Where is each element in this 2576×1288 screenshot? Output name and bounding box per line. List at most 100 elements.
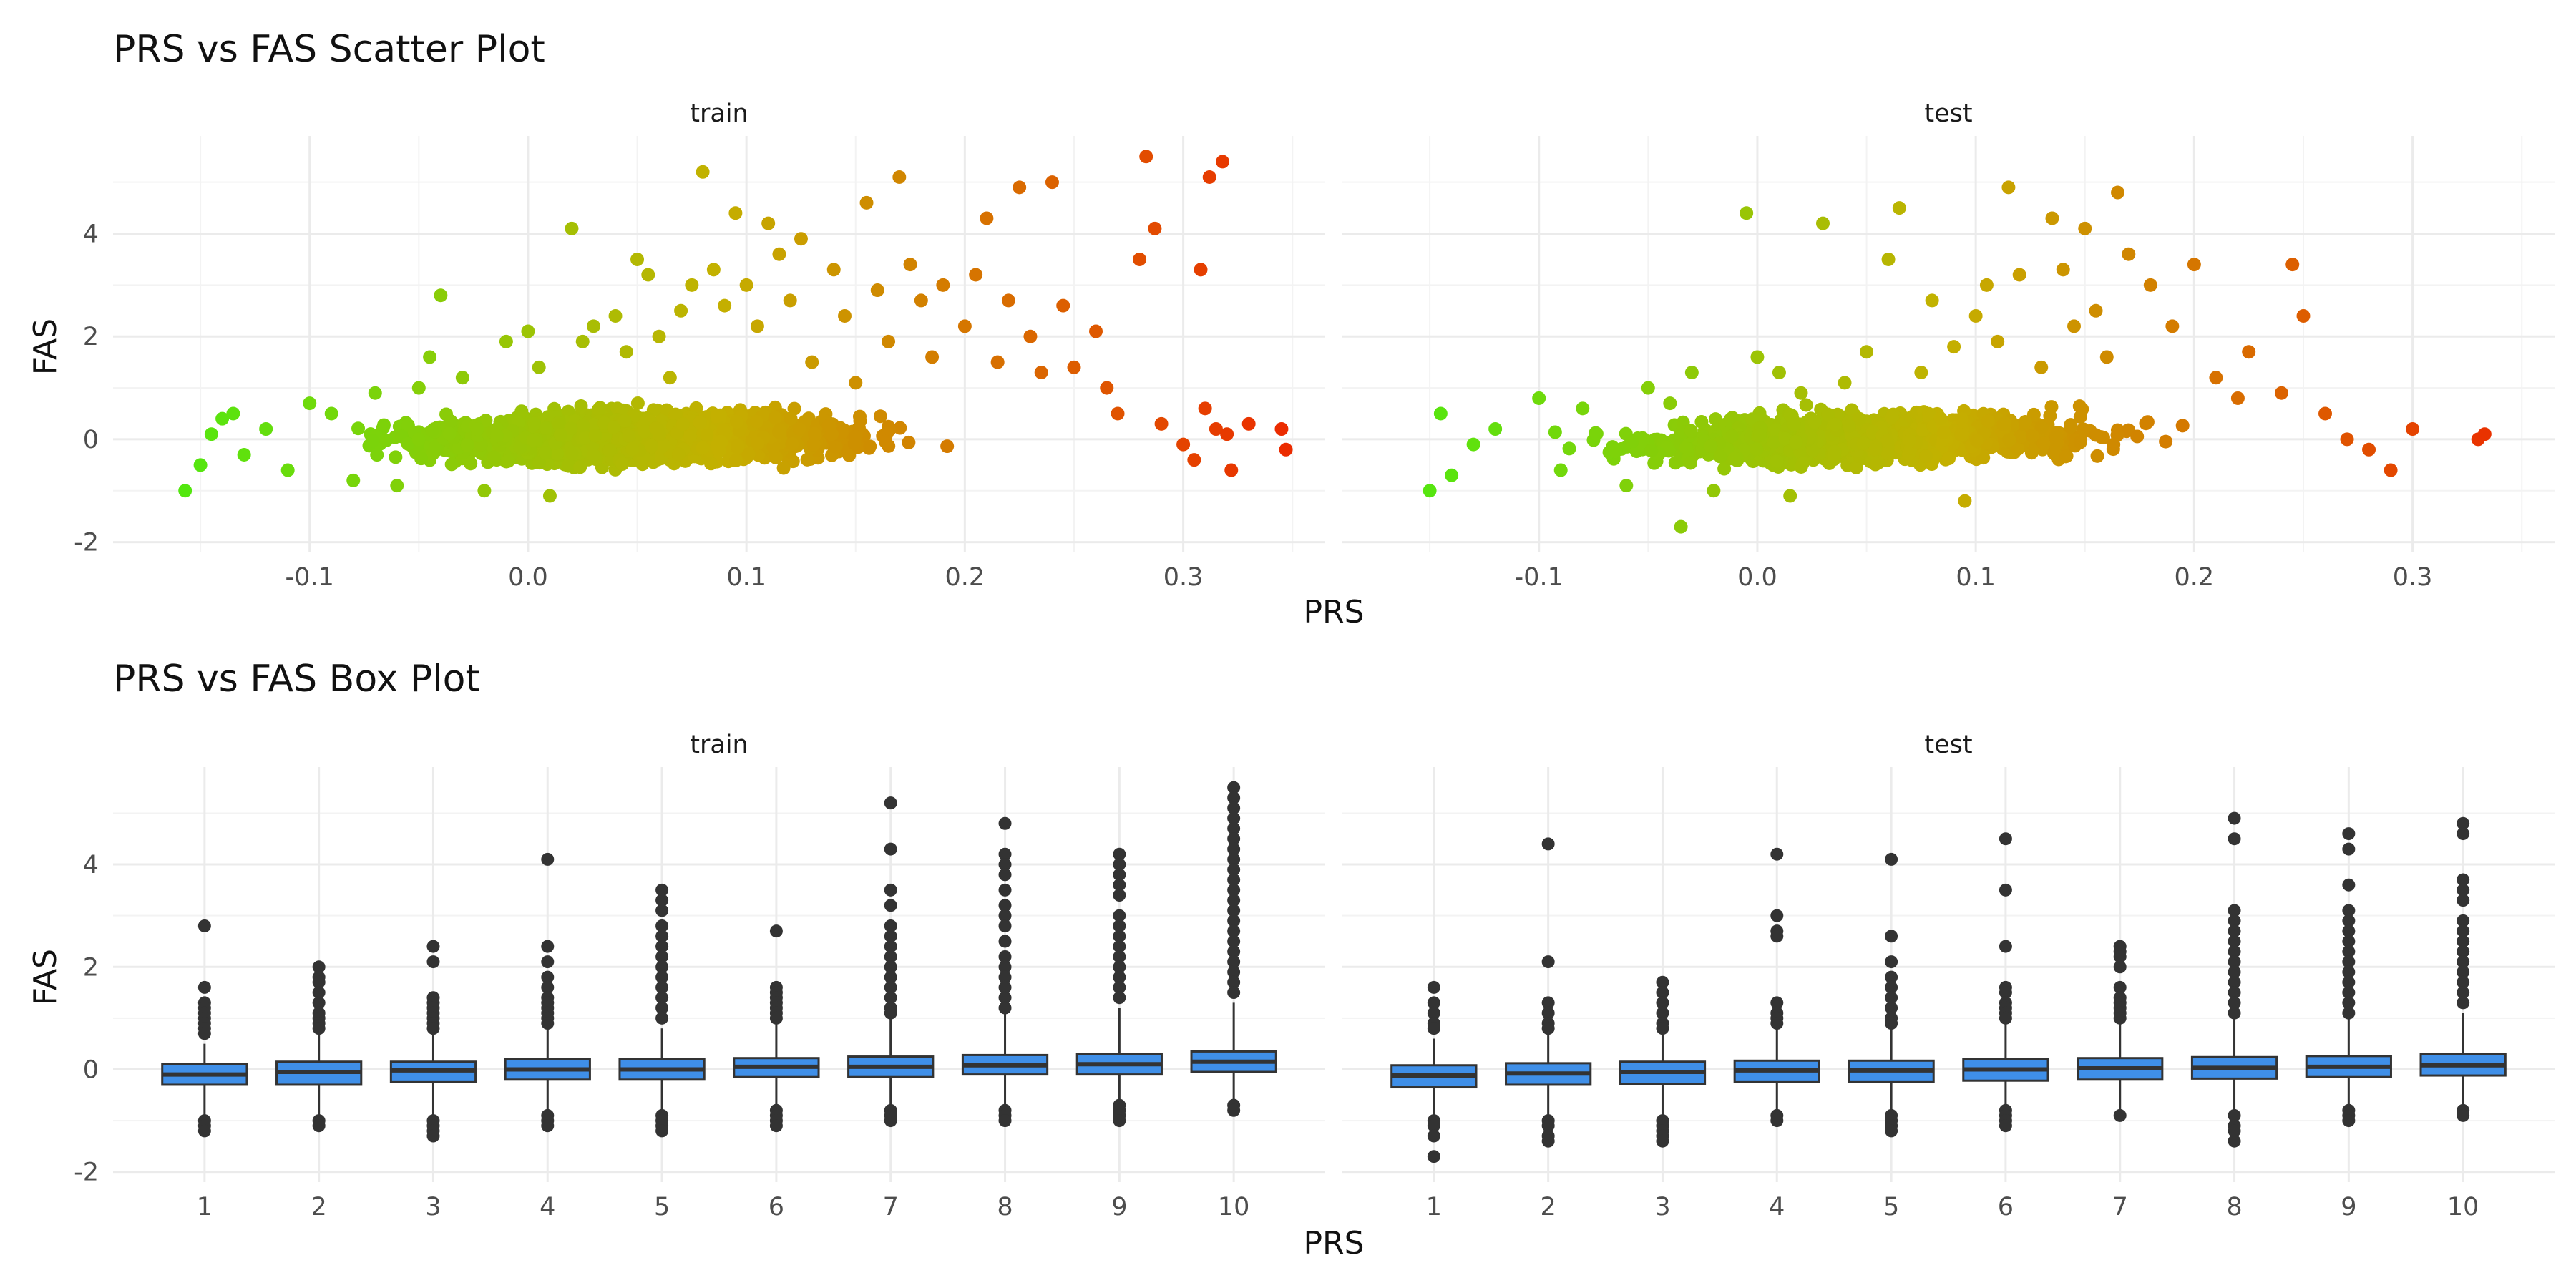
- scatter-point: [1860, 345, 1874, 359]
- scatter-point: [903, 258, 917, 272]
- scatter-point: [588, 429, 602, 443]
- scatter-point: [526, 433, 540, 447]
- scatter-point: [769, 450, 783, 464]
- scatter-point: [710, 409, 724, 424]
- scatter-point: [1787, 417, 1801, 431]
- scatter-point: [805, 355, 819, 369]
- scatter-point: [628, 409, 643, 423]
- scatter-point: [1892, 201, 1906, 215]
- scatter-y-axis-title: FAS: [27, 318, 64, 375]
- box-outlier: [998, 883, 1012, 897]
- box-outlier: [2113, 960, 2127, 974]
- scatter-point: [2340, 432, 2354, 447]
- scatter-point: [849, 376, 863, 390]
- scatter-point: [455, 371, 469, 385]
- box-outlier: [1885, 1124, 1898, 1138]
- scatter-y-tick-label: 2: [83, 323, 99, 351]
- box-outlier: [1770, 1017, 1784, 1030]
- box-outlier: [2342, 1114, 2356, 1128]
- scatter-point: [2296, 308, 2311, 323]
- scatter-point: [324, 406, 338, 421]
- box-outlier: [541, 955, 555, 969]
- scatter-point: [2099, 350, 2114, 364]
- box-x-tick-label: 7: [2112, 1193, 2128, 1221]
- scatter-point: [1827, 449, 1841, 463]
- scatter-point: [806, 437, 821, 452]
- box-outlier: [998, 1001, 1012, 1015]
- scatter-point: [1707, 484, 1721, 498]
- scatter-point: [1750, 442, 1764, 457]
- box-x-tick-label: 3: [1654, 1193, 1670, 1221]
- scatter-point: [379, 433, 394, 447]
- scatter-point: [1704, 439, 1718, 453]
- scatter-point: [878, 434, 892, 449]
- scatter-point: [1194, 263, 1208, 277]
- scatter-point: [460, 438, 474, 452]
- scatter-x-tick-label: 0.2: [945, 563, 985, 592]
- scatter-x-tick-label: 0.1: [1956, 563, 1996, 592]
- scatter-point: [2143, 278, 2157, 292]
- scatter-point: [671, 447, 686, 462]
- scatter-x-axis-title: PRS: [1303, 594, 1364, 630]
- scatter-point: [477, 484, 492, 498]
- scatter-point: [470, 422, 484, 436]
- box-outlier: [312, 1119, 326, 1133]
- scatter-point: [729, 453, 743, 467]
- scatter-point: [487, 450, 502, 464]
- scatter-point: [1423, 484, 1437, 498]
- box-x-tick-label: 5: [654, 1193, 670, 1221]
- scatter-point: [1067, 360, 1081, 374]
- box-outlier: [2113, 1108, 2127, 1122]
- scatter-point: [2073, 435, 2087, 449]
- scatter-point: [641, 268, 655, 282]
- scatter-point: [1925, 293, 1939, 308]
- box-outlier: [312, 1022, 326, 1035]
- box-outlier: [884, 1114, 897, 1128]
- scatter-point: [980, 211, 994, 225]
- scatter-point: [1220, 427, 1234, 441]
- scatter-point: [1013, 180, 1027, 195]
- scatter-point: [1807, 415, 1822, 429]
- box-outlier: [197, 919, 211, 932]
- scatter-point: [1001, 293, 1015, 308]
- scatter-point: [776, 461, 791, 475]
- box-y-tick-label: 2: [83, 953, 99, 982]
- scatter-x-tick-label: 0.1: [726, 563, 766, 592]
- box-outlier: [769, 1011, 783, 1025]
- box-outlier: [998, 919, 1012, 932]
- scatter-point: [700, 428, 714, 442]
- box-x-tick-label: 6: [1998, 1193, 2014, 1221]
- scatter-point: [663, 371, 677, 385]
- scatter-point: [1750, 350, 1765, 364]
- scatter-point: [521, 324, 535, 338]
- box-y-tick-label: -2: [74, 1158, 99, 1187]
- scatter-point: [1674, 519, 1688, 534]
- scatter-point: [259, 422, 273, 436]
- scatter-point: [1562, 441, 1576, 456]
- box-outlier: [2342, 878, 2356, 892]
- scatter-point: [2230, 391, 2245, 405]
- scatter-point: [1881, 252, 1896, 266]
- scatter-point: [2139, 416, 2153, 431]
- scatter-point: [2089, 303, 2103, 318]
- scatter-point: [649, 421, 663, 436]
- box-outlier: [1113, 889, 1126, 902]
- box-outlier: [1770, 909, 1784, 922]
- scatter-point: [1532, 391, 1546, 405]
- box-outlier: [426, 955, 440, 969]
- box-outlier: [1770, 1114, 1784, 1128]
- scatter-point: [2018, 414, 2032, 429]
- scatter-point: [718, 298, 732, 313]
- scatter-point: [2107, 437, 2121, 452]
- scatter-point: [1684, 366, 1699, 380]
- box-x-tick-label: 2: [311, 1193, 327, 1221]
- scatter-point: [1880, 434, 1894, 448]
- scatter-point: [226, 406, 240, 421]
- scatter-point: [2059, 449, 2073, 464]
- scatter-point: [501, 454, 515, 468]
- scatter-point: [696, 165, 710, 179]
- scatter-point: [586, 319, 600, 333]
- scatter-point: [2089, 428, 2103, 442]
- scatter-point: [630, 396, 645, 411]
